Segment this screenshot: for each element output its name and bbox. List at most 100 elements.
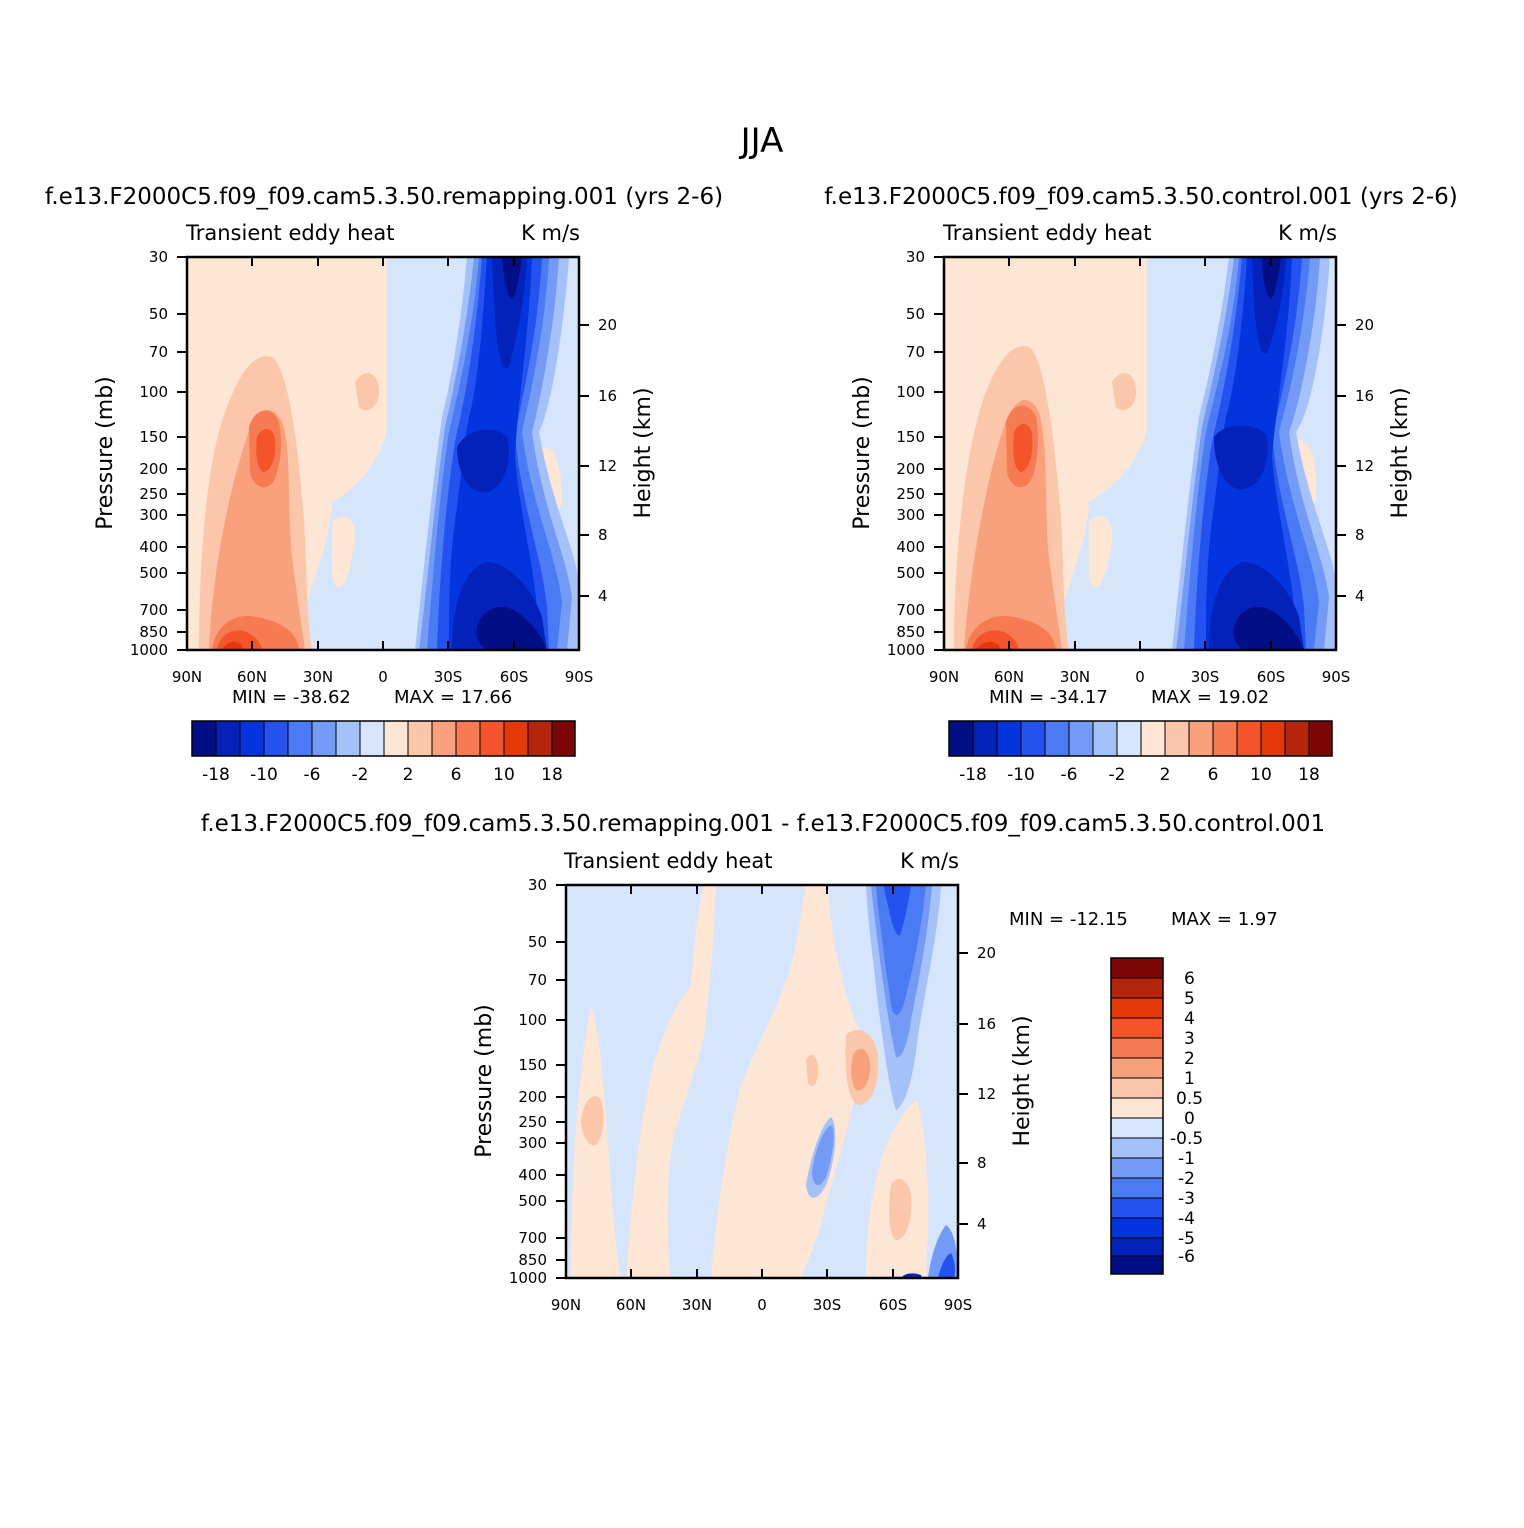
panel-title: f.e13.F2000C5.f09_f09.cam5.3.50.remappin…	[45, 184, 723, 210]
y-tick-label: 500	[518, 1192, 547, 1210]
y-tick-label: 200	[896, 460, 925, 478]
panel-difference: f.e13.F2000C5.f09_f09.cam5.3.50.remappin…	[201, 811, 1325, 1314]
x-tick-label: 90N	[551, 1296, 581, 1314]
colorbar-label: 5	[1184, 989, 1195, 1009]
colorbar-cell	[1111, 1058, 1163, 1078]
contour-blue8-mid	[1214, 425, 1268, 490]
x-tick-label: 60N	[237, 668, 267, 686]
variable-label: Transient eddy heat	[185, 221, 394, 245]
y-tick-label: 150	[139, 428, 168, 446]
min-label: MIN = -34.17	[989, 687, 1108, 708]
x-tick-label: 60S	[500, 668, 529, 686]
y-tick-marks	[556, 884, 566, 1279]
colorbar-cell	[1111, 1098, 1163, 1118]
x-tick-label: 30S	[1191, 668, 1220, 686]
x-tick-label: 60N	[616, 1296, 646, 1314]
colorbar-cell	[973, 721, 997, 756]
y-tick-label: 100	[518, 1011, 547, 1029]
contour-red7-bottom	[976, 641, 1000, 650]
y-tick-label: 70	[149, 343, 168, 361]
colorbar-cell	[949, 721, 973, 756]
x-tick-label: 30S	[813, 1296, 842, 1314]
units-label: K m/s	[1278, 221, 1337, 245]
height-tick-label: 8	[1355, 526, 1365, 544]
height-tick-label: 8	[977, 1154, 987, 1172]
y-axis-label: Pressure (mb)	[472, 1004, 497, 1158]
colorbar-label: -1	[1178, 1149, 1195, 1169]
y-tick-marks	[177, 256, 187, 651]
contour-red4	[851, 1048, 871, 1091]
colorbar-cell	[384, 721, 408, 756]
panel-title: f.e13.F2000C5.f09_f09.cam5.3.50.control.…	[824, 184, 1458, 210]
height-tick-label: 12	[598, 457, 617, 475]
height-tick-label: 20	[977, 944, 996, 962]
colorbar-cell	[1309, 721, 1332, 756]
colorbar-cell	[1045, 721, 1069, 756]
colorbar-frame	[1110, 957, 1164, 1275]
contour-blue6	[884, 885, 911, 936]
colorbar-cell	[288, 721, 312, 756]
colorbar-label: 3	[1184, 1029, 1195, 1049]
colorbar-cell	[432, 721, 456, 756]
contour-blue9-top	[1262, 257, 1281, 299]
x-tick-label: 90N	[172, 668, 202, 686]
y-tick-label: 50	[906, 305, 925, 323]
height-tick-label: 8	[598, 526, 608, 544]
colorbar-label: 0.5	[1176, 1089, 1203, 1109]
height-tick-marks	[579, 324, 589, 597]
y-tick-label: 500	[139, 564, 168, 582]
contour-blue5	[876, 885, 926, 1015]
height-tick-label: 12	[977, 1085, 996, 1103]
y-tick-label: 30	[149, 248, 168, 266]
contour-red3-d	[889, 1179, 912, 1240]
colorbar-label: -10	[250, 765, 278, 785]
colorbar-cell	[192, 721, 216, 756]
colorbar-cell	[1111, 998, 1163, 1018]
contour-red2-patch	[332, 516, 356, 588]
contour-red7-bottom	[222, 641, 243, 650]
colorbar-cell	[1069, 721, 1093, 756]
colorbar-cell	[264, 721, 288, 756]
height-tick-label: 4	[598, 587, 608, 605]
y-tick-label: 700	[139, 601, 168, 619]
colorbar-cell	[552, 721, 575, 756]
y-tick-label: 300	[518, 1134, 547, 1152]
colorbar-frame	[948, 720, 1333, 757]
colorbar-label: 18	[1298, 765, 1320, 785]
colorbar-cell	[997, 721, 1021, 756]
height-tick-label: 20	[1355, 316, 1374, 334]
x-tick-label: 60S	[1257, 668, 1286, 686]
panel-title: f.e13.F2000C5.f09_f09.cam5.3.50.remappin…	[201, 811, 1325, 837]
colorbar-label: -18	[959, 765, 987, 785]
x-tick-marks	[186, 257, 580, 650]
x-tick-label: 0	[757, 1296, 767, 1314]
y-tick-label: 50	[528, 933, 547, 951]
x-tick-marks	[565, 885, 959, 1278]
colorbar-label: 10	[493, 765, 515, 785]
x-tick-label: 30N	[1060, 668, 1090, 686]
contour-red3-a	[581, 1096, 604, 1146]
colorbar-cell	[1165, 721, 1189, 756]
colorbar-vertical: 6 5 4 3 2 1 0.5 0 -0.5 -1 -2 -3 -4 -5 -6	[1110, 957, 1203, 1275]
colorbar-cell	[504, 721, 528, 756]
min-label: MIN = -12.15	[1009, 909, 1128, 930]
colorbar-cell	[408, 721, 432, 756]
x-ticks: 90N 60N 30N 0 30S 60S 90S	[172, 257, 593, 686]
min-label: MIN = -38.62	[232, 687, 351, 708]
height-tick-label: 20	[598, 316, 617, 334]
units-label: K m/s	[900, 849, 959, 873]
x-tick-label: 0	[1135, 668, 1145, 686]
colorbar-label: 0	[1184, 1109, 1195, 1129]
plot-area	[187, 257, 579, 650]
y-tick-label: 250	[139, 485, 168, 503]
y-tick-label: 30	[906, 248, 925, 266]
y-tick-label: 300	[139, 506, 168, 524]
x-tick-label: 30S	[434, 668, 463, 686]
colorbar-dividers	[972, 721, 1310, 756]
y-axis-label: Pressure (mb)	[850, 376, 875, 530]
contour-red6	[1013, 423, 1033, 472]
contour-red2-patch	[1089, 516, 1113, 588]
panel-control: f.e13.F2000C5.f09_f09.cam5.3.50.control.…	[824, 184, 1458, 785]
y-axis-label: Pressure (mb)	[93, 376, 118, 530]
